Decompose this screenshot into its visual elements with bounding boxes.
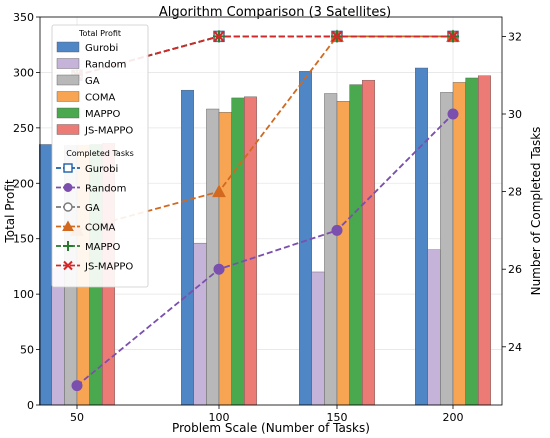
point-coma — [212, 184, 226, 198]
bar-gurobi — [180, 89, 194, 406]
y-axis-right: 24 26 28 30 32 — [502, 30, 522, 354]
legend-label: COMA — [85, 93, 115, 104]
y-tick-label-left: 200 — [13, 177, 34, 190]
legend-swatch — [56, 124, 80, 135]
bar-ga — [206, 108, 220, 406]
legend-label: Random — [85, 60, 126, 71]
bar-coma — [336, 101, 350, 406]
legend-swatch — [56, 41, 80, 53]
legend-marker — [63, 241, 73, 251]
point-random — [71, 380, 83, 392]
bar-ga — [324, 93, 338, 406]
y-tick-label-right: 24 — [508, 341, 522, 354]
legend-label: JS-MAPPO — [84, 126, 133, 137]
legend-label: MAPPO — [85, 109, 121, 120]
legend-swatch — [56, 58, 80, 69]
bar-mappo — [231, 97, 245, 406]
legend-label: JS-MAPPO — [84, 262, 133, 273]
bar-random — [51, 268, 65, 406]
y-tick-label-left: 300 — [13, 66, 34, 79]
legend-marker — [62, 220, 74, 231]
legend-label: GA — [85, 76, 100, 87]
line-random — [76, 113, 454, 387]
point-random — [213, 263, 225, 275]
y-tick-label-right: 32 — [508, 30, 522, 43]
y-tick-label-left: 250 — [13, 122, 34, 135]
plot-frame — [39, 16, 503, 406]
bar-random — [427, 249, 441, 406]
bar-mappo — [465, 77, 479, 406]
bar-gurobi — [415, 67, 429, 406]
point-js-mappo — [331, 30, 343, 43]
legend-marker — [63, 163, 73, 173]
x-tick-label: 150 — [327, 411, 348, 424]
y-tick-label-left: 0 — [27, 399, 34, 412]
bar-ga — [440, 92, 454, 406]
legend-marker — [63, 183, 73, 192]
y-axis-label-left: Total Profit — [3, 179, 17, 243]
legend-swatch — [56, 74, 80, 86]
legend-label: GA — [85, 203, 100, 214]
y-tick-label-left: 150 — [13, 233, 34, 246]
legend-label: Gurobi — [85, 164, 118, 175]
legend: Total Profit Gurobi Random GA COMA MAPPO JS-MA… — [51, 24, 149, 288]
chart-title: Algorithm Comparison (3 Satellites) — [159, 5, 391, 20]
legend-swatch — [56, 107, 80, 119]
legend-marker — [63, 202, 73, 212]
point-js-mappo — [213, 30, 225, 43]
legend-swatch — [56, 91, 80, 102]
x-tick-label: 50 — [70, 411, 84, 424]
bar-coma — [218, 112, 232, 406]
bar-js-mappo — [478, 75, 492, 406]
y-tick-label-right: 30 — [508, 108, 522, 121]
y-tick-label-left: 100 — [13, 288, 34, 301]
legend-label: MAPPO — [85, 242, 121, 253]
y-tick-label-right: 28 — [508, 186, 522, 199]
x-axis: 50 100 150 200 — [70, 405, 464, 424]
bar-mappo — [349, 84, 363, 406]
y-axis-left: 0 50 100 150 200 250 300 350 — [13, 11, 40, 412]
y-tick-label-left: 50 — [20, 344, 34, 357]
y-tick-label-left: 350 — [13, 11, 34, 24]
point-js-mappo — [447, 30, 459, 43]
x-axis-label: Problem Scale (Number of Tasks) — [172, 421, 370, 435]
point-random — [331, 224, 343, 236]
x-tick-label: 200 — [443, 411, 464, 424]
legend-title-bars: Total Profit — [78, 29, 121, 38]
bar-coma — [452, 82, 466, 406]
bar-gurobi — [299, 71, 313, 406]
point-random — [447, 108, 459, 120]
bar-gurobi — [39, 144, 53, 406]
bar-random — [193, 242, 207, 406]
legend-label: Gurobi — [85, 43, 118, 54]
y-axis-label-right: Number of Completed Tasks — [529, 127, 543, 296]
x-tick-label: 100 — [209, 411, 230, 424]
y-tick-label-right: 26 — [508, 263, 522, 276]
legend-label: COMA — [85, 223, 115, 234]
bar-random — [311, 271, 325, 406]
legend-title-lines: Completed Tasks — [66, 149, 134, 158]
legend-box — [51, 24, 149, 288]
bar-js-mappo — [362, 79, 376, 406]
legend-label: Random — [85, 184, 126, 195]
legend-marker — [63, 260, 73, 271]
